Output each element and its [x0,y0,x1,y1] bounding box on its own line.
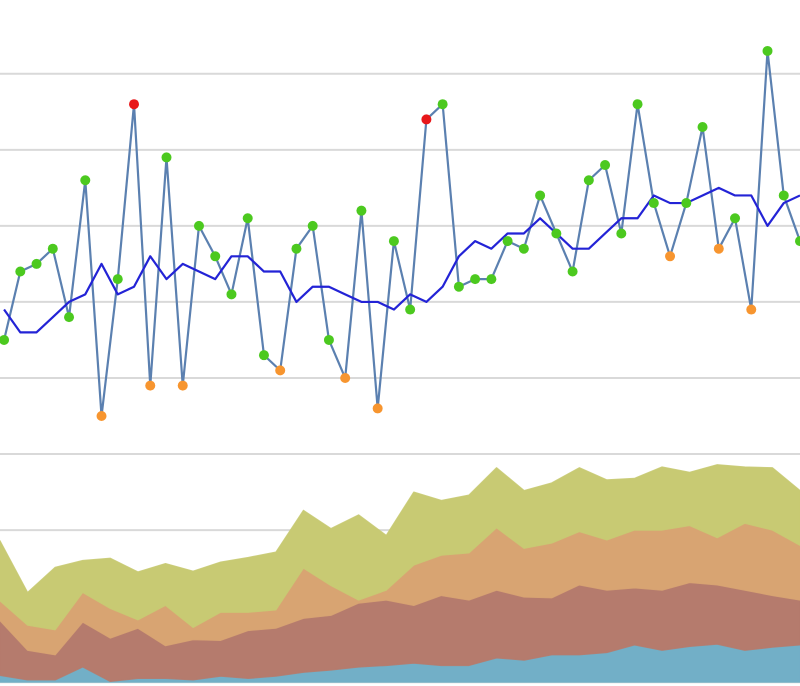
data-point [405,304,416,315]
data-point [665,251,676,262]
data-point [778,190,789,201]
data-point [681,198,692,209]
data-point [518,243,529,254]
data-point [616,228,627,239]
data-point [80,175,91,186]
data-point [567,266,578,277]
data-point [795,236,800,247]
data-point [437,99,448,110]
data-point [340,372,351,383]
data-point [388,236,399,247]
data-point [96,411,107,422]
data-point [210,251,221,262]
line-series [3,186,800,334]
data-point [31,258,42,269]
data-point [551,228,562,239]
data-point [470,274,481,285]
data-point [307,220,318,231]
data-point [226,289,237,300]
data-point [713,243,724,254]
data-point [356,205,367,216]
data-point [291,243,302,254]
data-point [145,380,156,391]
data-point [15,266,26,277]
data-point [583,175,594,186]
data-point [486,274,497,285]
data-point [64,312,75,323]
data-point [275,365,286,376]
data-point [648,198,659,209]
data-point [632,99,643,110]
data-point [193,220,204,231]
line-series [2,49,800,418]
data-point [535,190,546,201]
data-point [421,114,432,125]
data-point [453,281,464,292]
data-point [258,350,269,361]
data-point [697,122,708,133]
data-point [112,274,123,285]
data-point [242,213,253,224]
data-point [47,243,58,254]
area-band [0,464,800,631]
data-point [129,99,140,110]
data-point [730,213,741,224]
data-point [372,403,383,414]
data-point [762,45,773,56]
data-point [177,380,188,391]
data-point [600,160,611,171]
data-point [0,334,10,345]
data-point [323,334,334,345]
data-point [746,304,757,315]
data-point [161,152,172,163]
data-point [502,236,513,247]
